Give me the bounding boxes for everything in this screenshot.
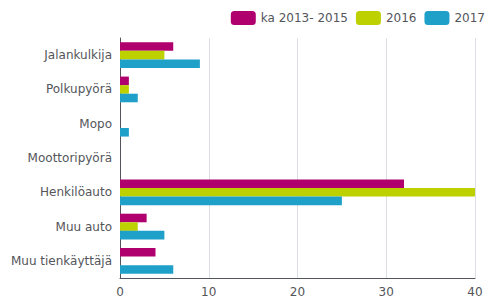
svg-text:Jalankulkija: Jalankulkija xyxy=(43,48,112,62)
svg-text:2016: 2016 xyxy=(386,11,417,25)
svg-text:10: 10 xyxy=(201,285,216,299)
svg-text:Polkupyörä: Polkupyörä xyxy=(46,82,112,96)
svg-text:Moottoripyörä: Moottoripyörä xyxy=(28,151,112,165)
svg-text:Muu auto: Muu auto xyxy=(56,220,112,234)
svg-text:40: 40 xyxy=(467,285,482,299)
svg-text:30: 30 xyxy=(379,285,394,299)
svg-text:0: 0 xyxy=(116,285,124,299)
svg-text:Mopo: Mopo xyxy=(79,117,112,131)
svg-text:Henkilöauto: Henkilöauto xyxy=(40,185,112,199)
svg-text:Muu tienkäyttäjä: Muu tienkäyttäjä xyxy=(11,254,112,268)
svg-text:2017: 2017 xyxy=(454,11,485,25)
svg-text:20: 20 xyxy=(290,285,305,299)
svg-text:ka 2013- 2015: ka 2013- 2015 xyxy=(261,11,348,25)
